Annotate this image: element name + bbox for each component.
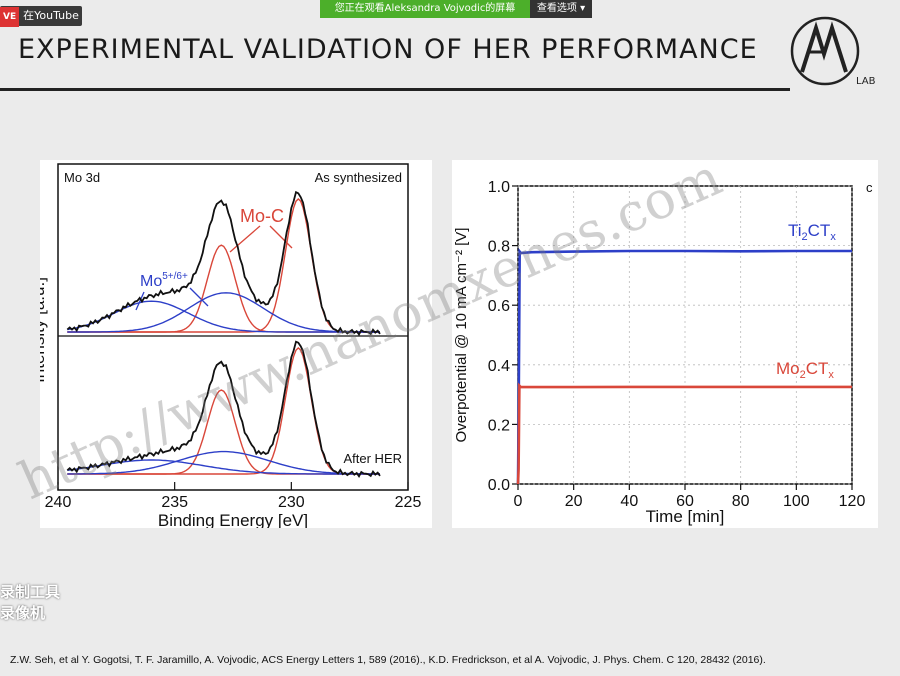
op-x-tick-label-80: 80 bbox=[732, 493, 750, 510]
op-x-tick-label-120: 120 bbox=[839, 493, 866, 510]
series-line-ti2ctx bbox=[516, 247, 852, 485]
xps-curves bbox=[66, 190, 381, 479]
xps-bottom-blue-component-0 bbox=[67, 450, 381, 475]
op-y-tick-label-0.2: 0.2 bbox=[488, 417, 510, 434]
xps-x-axis-label: Binding Energy [eV] bbox=[158, 511, 308, 528]
op-x-tick-label-20: 20 bbox=[565, 493, 583, 510]
series-line-mo2ctx bbox=[516, 382, 852, 485]
view-options-label: 查看选项 bbox=[536, 3, 577, 14]
op-ticks: 0 20 40 60 80 100 120 0.0 0.2 0.4 0.6 0.8 1.0 bbox=[488, 179, 866, 510]
ti2ctx-legend: Ti2CTx bbox=[788, 221, 836, 243]
xps-ticks: 240 235 230 225 bbox=[45, 482, 422, 511]
recorder-line2: 录像机 bbox=[0, 604, 46, 622]
logo-lab-text: LAB bbox=[856, 76, 876, 87]
slide-title: EXPERIMENTAL VALIDATION OF HER PERFORMAN… bbox=[18, 34, 758, 65]
op-y-tick-label-0.8: 0.8 bbox=[488, 239, 510, 256]
chevron-down-icon: ▾ bbox=[580, 3, 586, 14]
live-badge: VE bbox=[0, 7, 20, 27]
op-x-tick-label-60: 60 bbox=[676, 493, 694, 510]
as-synthesized-label: As synthesized bbox=[315, 170, 402, 185]
xps-top-envelope bbox=[66, 190, 381, 337]
citation: Z.W. Seh, et al Y. Gogotsi, T. F. Jarami… bbox=[10, 654, 766, 666]
op-y-tick-label-0.4: 0.4 bbox=[488, 358, 510, 375]
xps-tick-label-230: 230 bbox=[278, 494, 305, 511]
op-y-tick-label-0.6: 0.6 bbox=[488, 298, 510, 315]
op-y-tick-label-1: 1.0 bbox=[488, 179, 510, 196]
op-y-axis-label: Overpotential @ 10 mA cm⁻² [V] bbox=[453, 228, 470, 443]
after-her-label: After HER bbox=[343, 451, 402, 466]
xps-tick-label-235: 235 bbox=[161, 494, 188, 511]
recorder-watermark: 录制工具 录像机 bbox=[0, 582, 82, 626]
mo-c-annotation: Mo-C bbox=[240, 206, 284, 226]
op-x-axis-label: Time [min] bbox=[646, 507, 725, 526]
xps-bottom-envelope bbox=[66, 340, 381, 479]
xps-chart: Mo 3d As synthesized After HER Mo-C Mo5+… bbox=[40, 160, 432, 528]
xps-tick-label-225: 225 bbox=[395, 494, 422, 511]
av-lab-logo bbox=[790, 16, 860, 86]
title-underline bbox=[0, 88, 790, 91]
mo2ctx-legend: Mo2CTx bbox=[776, 359, 834, 381]
op-x-tick-label-40: 40 bbox=[620, 493, 638, 510]
xps-top-blue-component-0 bbox=[67, 292, 380, 333]
panel-c-label: c bbox=[866, 180, 873, 195]
op-x-tick-label-100: 100 bbox=[783, 493, 810, 510]
mo3d-label: Mo 3d bbox=[64, 170, 100, 185]
youtube-live-button[interactable]: VE 在YouTube bbox=[0, 6, 82, 27]
viewing-banner: 您正在观看Aleksandra Vojvodic的屏幕 bbox=[320, 0, 530, 18]
op-x-tick-label-0: 0 bbox=[514, 493, 523, 510]
xps-y-axis-label: Intensity [a.u.] bbox=[40, 277, 48, 383]
op-lines bbox=[516, 247, 852, 485]
op-y-tick-label-0: 0.0 bbox=[488, 477, 510, 494]
youtube-label: 在YouTube bbox=[23, 9, 79, 22]
overpotential-chart: 0 20 40 60 80 100 120 0.0 0.2 0.4 0.6 0.8 1.0 c Ti2C… bbox=[452, 160, 878, 528]
xps-tick-label-240: 240 bbox=[45, 494, 72, 511]
recorder-line1: 录制工具 bbox=[0, 583, 61, 601]
view-options-button[interactable]: 查看选项 ▾ bbox=[530, 0, 592, 18]
